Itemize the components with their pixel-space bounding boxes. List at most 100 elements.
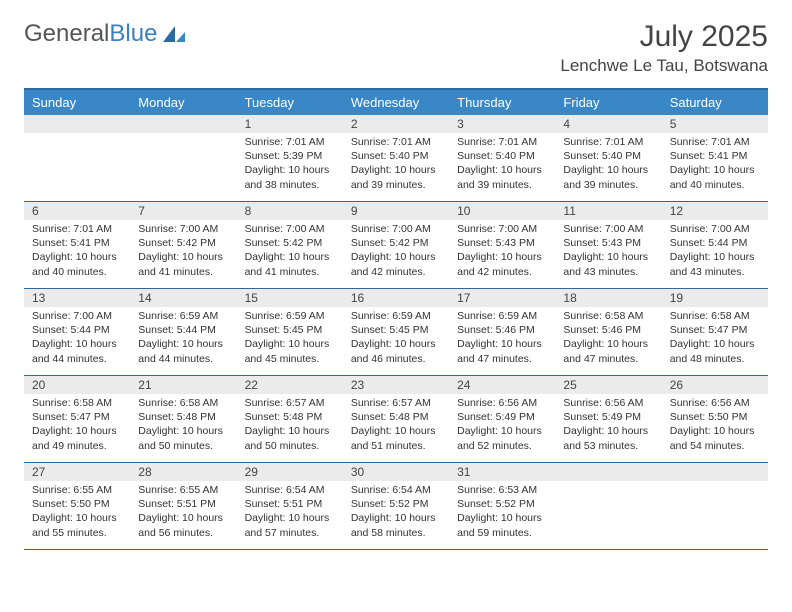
calendar-day-cell: 30Sunrise: 6:54 AMSunset: 5:52 PMDayligh… xyxy=(343,463,449,550)
day-details: Sunrise: 7:00 AMSunset: 5:42 PMDaylight:… xyxy=(237,220,343,283)
daylight-text: Daylight: 10 hours and 46 minutes. xyxy=(351,337,441,365)
daylight-text: Daylight: 10 hours and 50 minutes. xyxy=(138,424,228,452)
sunset-text: Sunset: 5:44 PM xyxy=(32,323,122,337)
calendar-day-cell: 29Sunrise: 6:54 AMSunset: 5:51 PMDayligh… xyxy=(237,463,343,550)
calendar-day-cell: 13Sunrise: 7:00 AMSunset: 5:44 PMDayligh… xyxy=(24,289,130,376)
weekday-header: Thursday xyxy=(449,89,555,115)
calendar-day-cell: 27Sunrise: 6:55 AMSunset: 5:50 PMDayligh… xyxy=(24,463,130,550)
sunset-text: Sunset: 5:46 PM xyxy=(457,323,547,337)
day-details: Sunrise: 7:01 AMSunset: 5:40 PMDaylight:… xyxy=(555,133,661,196)
sunrise-text: Sunrise: 7:01 AM xyxy=(245,135,335,149)
daylight-text: Daylight: 10 hours and 53 minutes. xyxy=(563,424,653,452)
weekday-header: Friday xyxy=(555,89,661,115)
sunrise-text: Sunrise: 6:58 AM xyxy=(670,309,760,323)
sunset-text: Sunset: 5:44 PM xyxy=(670,236,760,250)
sunset-text: Sunset: 5:40 PM xyxy=(457,149,547,163)
day-number: 12 xyxy=(662,202,768,220)
day-number: 4 xyxy=(555,115,661,133)
day-details: Sunrise: 6:55 AMSunset: 5:50 PMDaylight:… xyxy=(24,481,130,544)
sunrise-text: Sunrise: 6:59 AM xyxy=(245,309,335,323)
day-number: 26 xyxy=(662,376,768,394)
calendar-day-cell: 12Sunrise: 7:00 AMSunset: 5:44 PMDayligh… xyxy=(662,202,768,289)
daylight-text: Daylight: 10 hours and 49 minutes. xyxy=(32,424,122,452)
sunrise-text: Sunrise: 7:01 AM xyxy=(351,135,441,149)
brand-logo: GeneralBlue xyxy=(24,20,187,48)
calendar-day-cell: 7Sunrise: 7:00 AMSunset: 5:42 PMDaylight… xyxy=(130,202,236,289)
day-details: Sunrise: 6:54 AMSunset: 5:51 PMDaylight:… xyxy=(237,481,343,544)
calendar-day-cell: 3Sunrise: 7:01 AMSunset: 5:40 PMDaylight… xyxy=(449,115,555,202)
sunrise-text: Sunrise: 7:01 AM xyxy=(457,135,547,149)
daylight-text: Daylight: 10 hours and 42 minutes. xyxy=(457,250,547,278)
calendar-day-cell: 5Sunrise: 7:01 AMSunset: 5:41 PMDaylight… xyxy=(662,115,768,202)
calendar-week-row: 20Sunrise: 6:58 AMSunset: 5:47 PMDayligh… xyxy=(24,376,768,463)
sunrise-text: Sunrise: 6:54 AM xyxy=(245,483,335,497)
sunset-text: Sunset: 5:52 PM xyxy=(457,497,547,511)
daylight-text: Daylight: 10 hours and 51 minutes. xyxy=(351,424,441,452)
sunset-text: Sunset: 5:44 PM xyxy=(138,323,228,337)
calendar-day-cell: 20Sunrise: 6:58 AMSunset: 5:47 PMDayligh… xyxy=(24,376,130,463)
day-details: Sunrise: 7:00 AMSunset: 5:42 PMDaylight:… xyxy=(130,220,236,283)
day-details: Sunrise: 6:53 AMSunset: 5:52 PMDaylight:… xyxy=(449,481,555,544)
sunset-text: Sunset: 5:50 PM xyxy=(32,497,122,511)
daylight-text: Daylight: 10 hours and 39 minutes. xyxy=(563,163,653,191)
calendar-table: Sunday Monday Tuesday Wednesday Thursday… xyxy=(24,88,768,550)
day-details: Sunrise: 6:56 AMSunset: 5:49 PMDaylight:… xyxy=(555,394,661,457)
calendar-day-cell xyxy=(130,115,236,202)
sunrise-text: Sunrise: 6:59 AM xyxy=(138,309,228,323)
sunset-text: Sunset: 5:47 PM xyxy=(670,323,760,337)
day-number: 2 xyxy=(343,115,449,133)
sunset-text: Sunset: 5:50 PM xyxy=(670,410,760,424)
day-number: 5 xyxy=(662,115,768,133)
sunset-text: Sunset: 5:51 PM xyxy=(138,497,228,511)
sunrise-text: Sunrise: 6:57 AM xyxy=(245,396,335,410)
day-details: Sunrise: 6:58 AMSunset: 5:47 PMDaylight:… xyxy=(24,394,130,457)
calendar-day-cell: 16Sunrise: 6:59 AMSunset: 5:45 PMDayligh… xyxy=(343,289,449,376)
sunset-text: Sunset: 5:41 PM xyxy=(32,236,122,250)
sunset-text: Sunset: 5:52 PM xyxy=(351,497,441,511)
weekday-header: Saturday xyxy=(662,89,768,115)
sunrise-text: Sunrise: 6:56 AM xyxy=(457,396,547,410)
sunrise-text: Sunrise: 6:56 AM xyxy=(670,396,760,410)
day-details: Sunrise: 6:57 AMSunset: 5:48 PMDaylight:… xyxy=(237,394,343,457)
sunrise-text: Sunrise: 7:00 AM xyxy=(32,309,122,323)
sunset-text: Sunset: 5:40 PM xyxy=(351,149,441,163)
day-details: Sunrise: 7:00 AMSunset: 5:44 PMDaylight:… xyxy=(662,220,768,283)
day-number xyxy=(130,115,236,133)
daylight-text: Daylight: 10 hours and 47 minutes. xyxy=(457,337,547,365)
calendar-day-cell: 11Sunrise: 7:00 AMSunset: 5:43 PMDayligh… xyxy=(555,202,661,289)
daylight-text: Daylight: 10 hours and 54 minutes. xyxy=(670,424,760,452)
day-number: 17 xyxy=(449,289,555,307)
daylight-text: Daylight: 10 hours and 52 minutes. xyxy=(457,424,547,452)
calendar-day-cell: 25Sunrise: 6:56 AMSunset: 5:49 PMDayligh… xyxy=(555,376,661,463)
daylight-text: Daylight: 10 hours and 41 minutes. xyxy=(245,250,335,278)
calendar-day-cell: 9Sunrise: 7:00 AMSunset: 5:42 PMDaylight… xyxy=(343,202,449,289)
day-number: 15 xyxy=(237,289,343,307)
day-details xyxy=(130,133,236,139)
day-details: Sunrise: 7:01 AMSunset: 5:40 PMDaylight:… xyxy=(449,133,555,196)
sunset-text: Sunset: 5:48 PM xyxy=(351,410,441,424)
day-number: 14 xyxy=(130,289,236,307)
day-details: Sunrise: 7:00 AMSunset: 5:44 PMDaylight:… xyxy=(24,307,130,370)
calendar-day-cell: 31Sunrise: 6:53 AMSunset: 5:52 PMDayligh… xyxy=(449,463,555,550)
daylight-text: Daylight: 10 hours and 50 minutes. xyxy=(245,424,335,452)
day-number: 21 xyxy=(130,376,236,394)
day-number: 28 xyxy=(130,463,236,481)
day-details xyxy=(662,481,768,487)
day-details: Sunrise: 6:57 AMSunset: 5:48 PMDaylight:… xyxy=(343,394,449,457)
daylight-text: Daylight: 10 hours and 42 minutes. xyxy=(351,250,441,278)
sunrise-text: Sunrise: 6:58 AM xyxy=(32,396,122,410)
brand-part1: General xyxy=(24,20,109,48)
sunset-text: Sunset: 5:42 PM xyxy=(245,236,335,250)
sunset-text: Sunset: 5:42 PM xyxy=(351,236,441,250)
sunrise-text: Sunrise: 7:01 AM xyxy=(563,135,653,149)
sunset-text: Sunset: 5:49 PM xyxy=(563,410,653,424)
day-details xyxy=(555,481,661,487)
daylight-text: Daylight: 10 hours and 47 minutes. xyxy=(563,337,653,365)
daylight-text: Daylight: 10 hours and 44 minutes. xyxy=(138,337,228,365)
day-number: 29 xyxy=(237,463,343,481)
sunset-text: Sunset: 5:42 PM xyxy=(138,236,228,250)
day-details: Sunrise: 6:56 AMSunset: 5:49 PMDaylight:… xyxy=(449,394,555,457)
day-number: 20 xyxy=(24,376,130,394)
day-details: Sunrise: 6:54 AMSunset: 5:52 PMDaylight:… xyxy=(343,481,449,544)
sunrise-text: Sunrise: 7:00 AM xyxy=(138,222,228,236)
